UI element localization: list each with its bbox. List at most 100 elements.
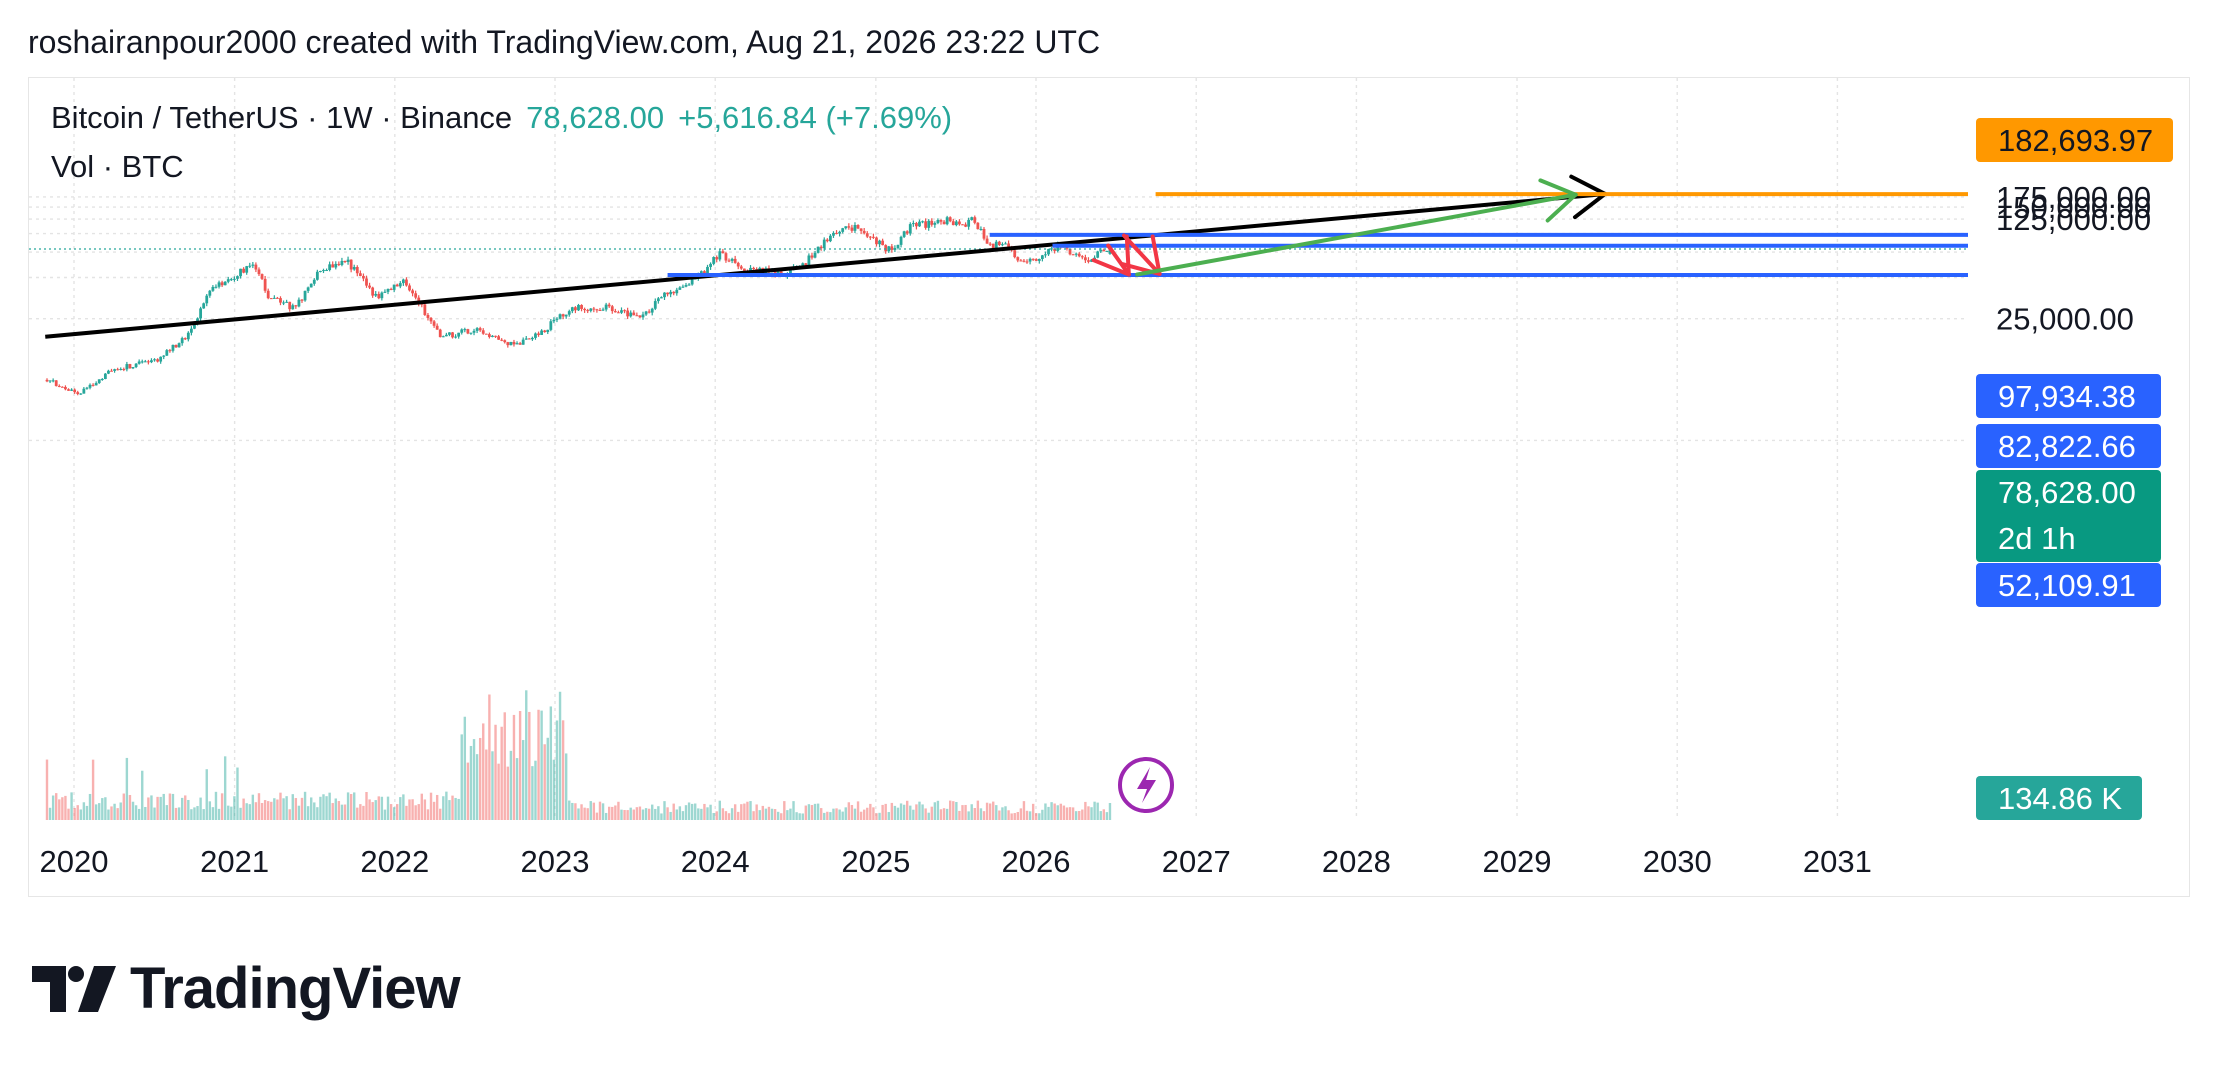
volume-bar: [448, 800, 451, 820]
volume-bar: [961, 805, 964, 820]
candle-body: [623, 310, 626, 312]
volume-bar: [856, 801, 860, 820]
price-badge-countdown: 2d 1h: [1998, 521, 2076, 556]
time-axis-label: 2022: [360, 844, 429, 879]
volume-bar: [896, 807, 900, 820]
candle-body: [432, 321, 436, 326]
volume-bar: [571, 802, 574, 820]
volume-bar: [611, 806, 614, 820]
candle-body: [405, 279, 408, 286]
candle-body: [586, 310, 590, 312]
volume-bar: [202, 809, 205, 820]
symbol-title[interactable]: Bitcoin / TetherUS · 1W · Binance: [51, 100, 513, 135]
volume-bar: [641, 809, 645, 820]
volume-bar: [875, 813, 878, 820]
candle-body: [374, 293, 378, 296]
candle-body: [699, 271, 703, 275]
volume-bar: [190, 809, 193, 820]
event-lightning-icon[interactable]: [1118, 757, 1174, 813]
volume-bar: [233, 796, 236, 820]
candle-body: [392, 284, 396, 290]
volume-bar: [992, 801, 995, 820]
volume-bar: [601, 803, 605, 820]
candle-body: [435, 325, 439, 330]
volume-bar: [807, 804, 811, 820]
volume-bar: [798, 813, 801, 820]
brand-name: TradingView: [130, 956, 461, 1021]
candle-body: [672, 291, 676, 294]
volume-bar: [681, 811, 685, 820]
candle-body: [1071, 254, 1075, 256]
volume-bar: [1050, 802, 1053, 820]
projection-arrow-down-head: [1091, 258, 1131, 277]
candle-body: [1022, 260, 1026, 262]
volume-bar: [208, 801, 212, 820]
volume-bar: [829, 812, 832, 820]
candle-body: [469, 332, 473, 334]
volume-bar: [374, 800, 377, 820]
volume-bar: [61, 797, 64, 820]
volume-bar: [55, 793, 58, 820]
volume-bar: [1038, 813, 1041, 820]
volume-bar: [847, 802, 851, 820]
volume-bar: [263, 800, 267, 820]
volume-bar: [902, 804, 906, 820]
volume-bar: [767, 806, 771, 820]
candle-body: [997, 241, 1001, 245]
candle-body: [558, 314, 562, 319]
volume-bar: [435, 794, 439, 820]
projection-arrow-up-head: [1545, 192, 1578, 223]
volume-bar: [589, 801, 592, 820]
volume-legend[interactable]: Vol · BTC: [51, 149, 184, 184]
price-badge[interactable]: 82,822.66: [1976, 424, 2161, 468]
volume-bar: [1028, 811, 1032, 820]
volume-bar: [786, 810, 789, 820]
volume-bar: [955, 801, 958, 820]
price-badge-bg: [1976, 374, 2161, 418]
candle-body: [242, 268, 246, 273]
volume-bar: [921, 804, 924, 820]
price-axis: 175,000.00150,000.00125,000.0025,000.000…: [1996, 180, 2151, 459]
candle-body: [162, 355, 166, 357]
candle-body: [140, 361, 144, 363]
price-badge[interactable]: 52,109.91: [1976, 563, 2161, 607]
candle-body: [134, 363, 138, 368]
price-badge[interactable]: 182,693.97: [1976, 118, 2173, 162]
candle-body: [398, 283, 402, 287]
tradingview-brand[interactable]: TradingView: [32, 955, 461, 1022]
volume-bar: [310, 797, 313, 820]
candle-body: [1087, 260, 1090, 262]
candle-body: [491, 335, 494, 337]
candle-body: [832, 232, 835, 236]
volume-bar: [1019, 808, 1023, 820]
volume-bar: [362, 805, 365, 820]
time-axis-label: 2023: [521, 844, 590, 879]
volume-bar: [749, 801, 752, 820]
volume-bar: [223, 756, 227, 820]
price-badge-text: 182,693.97: [1998, 123, 2153, 158]
volume-bar: [583, 807, 586, 820]
volume-bar: [285, 796, 288, 820]
price-badge[interactable]: 78,628.00 2d 1h: [1976, 470, 2161, 562]
price-badge[interactable]: 97,934.38: [1976, 374, 2161, 418]
candle-body: [801, 263, 805, 267]
candle-body: [958, 221, 961, 225]
volume-bar: [45, 759, 49, 820]
volume-bar: [620, 809, 623, 820]
price-badge-text: 97,934.38: [1998, 379, 2136, 414]
candle-body: [954, 221, 958, 226]
candle-body: [570, 307, 574, 312]
candle-body: [703, 271, 706, 274]
candle-body: [355, 267, 359, 274]
volume-bar: [672, 803, 675, 820]
candle-body: [165, 350, 169, 356]
volume-bar: [110, 806, 113, 820]
candle-body: [561, 314, 565, 317]
volume-bar: [724, 811, 728, 820]
candle-body: [1077, 253, 1081, 257]
candle-body: [189, 328, 193, 333]
candle-body: [985, 238, 989, 244]
volume-bar: [647, 808, 651, 820]
projection-arrow-down: [1122, 233, 1162, 276]
